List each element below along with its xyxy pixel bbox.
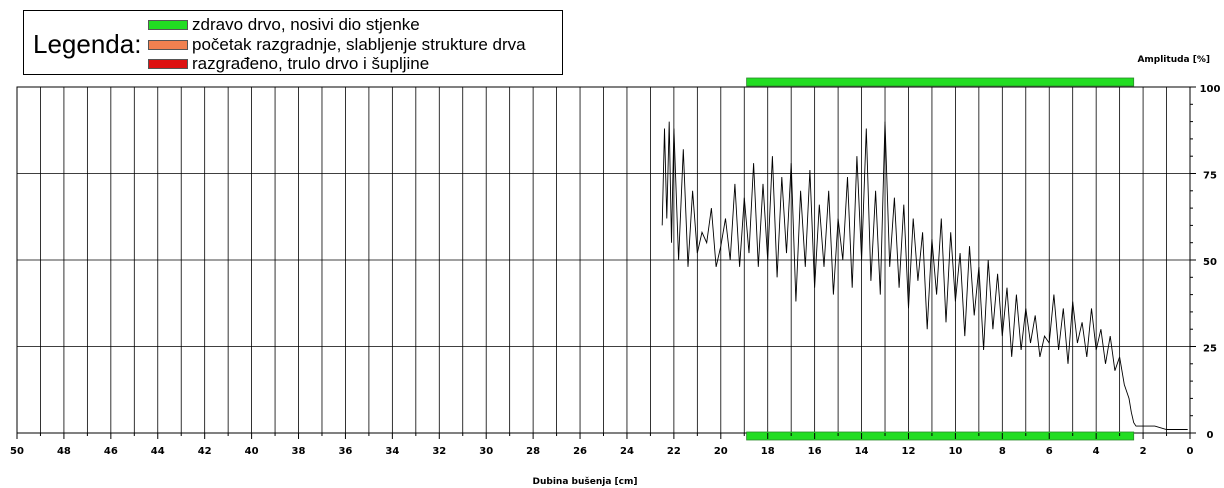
legend-swatch-orange — [148, 40, 188, 50]
x-tick-label: 22 — [667, 446, 681, 457]
y-axis-title: Amplituda [%] — [1137, 55, 1210, 65]
x-tick-label: 50 — [10, 446, 24, 457]
x-tick-label: 32 — [432, 446, 446, 457]
x-tick-label: 6 — [1046, 446, 1053, 457]
legend-label-decayed: razgrađeno, trulo drvo i šupljine — [192, 54, 430, 73]
x-tick-label: 38 — [292, 446, 306, 457]
x-tick-label: 18 — [761, 446, 775, 457]
legend-box: Legenda: zdravo drvo, nosivi dio stjenke… — [23, 10, 563, 75]
zone-bar-bottom — [746, 431, 1135, 441]
legend-label-decay-start: početak razgradnje, slabljenje strukture… — [192, 35, 526, 54]
series-group — [661, 121, 1188, 430]
legend-swatch-green — [148, 20, 188, 30]
x-tick-label: 42 — [198, 446, 212, 457]
x-tick-label: 26 — [573, 446, 587, 457]
y-tick-labels: 0 25 50 75 100 — [1190, 84, 1220, 441]
x-tick-label: 10 — [948, 446, 962, 457]
x-tick-label: 14 — [855, 446, 869, 457]
x-axis-title: Dubina bušenja [cm] — [533, 476, 638, 487]
y-tick-label: 100 — [1200, 84, 1221, 95]
x-tick-label: 4 — [1093, 446, 1100, 457]
x-tick-label: 8 — [999, 446, 1006, 457]
zone-bars — [746, 77, 1135, 441]
legend-swatch-red — [148, 59, 188, 69]
x-tick-label: 46 — [104, 446, 118, 457]
y-tick-label: 75 — [1203, 171, 1217, 182]
legend-item-healthy: zdravo drvo, nosivi dio stjenke — [148, 15, 420, 34]
y-tick-label: 25 — [1203, 344, 1217, 355]
x-tick-label: 48 — [57, 446, 71, 457]
x-tick-label: 34 — [385, 446, 399, 457]
x-tick-labels: 50 48 46 44 42 40 38 36 34 32 30 28 26 24 22 20 18 16 14 12… — [10, 433, 1194, 457]
x-tick-label: 30 — [479, 446, 493, 457]
x-tick-label: 0 — [1187, 446, 1194, 457]
x-tick-label: 16 — [808, 446, 822, 457]
legend-item-decayed: razgrađeno, trulo drvo i šupljine — [148, 54, 430, 73]
x-tick-label: 20 — [714, 446, 728, 457]
amplitude-series-line — [661, 121, 1188, 430]
x-tick-label: 28 — [526, 446, 540, 457]
legend-title: Legenda: — [33, 29, 142, 59]
x-tick-label: 40 — [245, 446, 259, 457]
legend-item-decay-start: početak razgradnje, slabljenje strukture… — [148, 35, 526, 54]
y-tick-label: 50 — [1203, 257, 1217, 268]
x-tick-label: 12 — [902, 446, 916, 457]
chart-grid — [16, 86, 1191, 434]
x-tick-label: 2 — [1140, 446, 1147, 457]
x-tick-label: 44 — [151, 446, 165, 457]
y-tick-label: 0 — [1207, 430, 1214, 441]
x-tick-label: 24 — [620, 446, 634, 457]
legend-label-healthy: zdravo drvo, nosivi dio stjenke — [192, 15, 420, 34]
x-tick-label: 36 — [338, 446, 352, 457]
zone-bar-top — [746, 77, 1135, 87]
